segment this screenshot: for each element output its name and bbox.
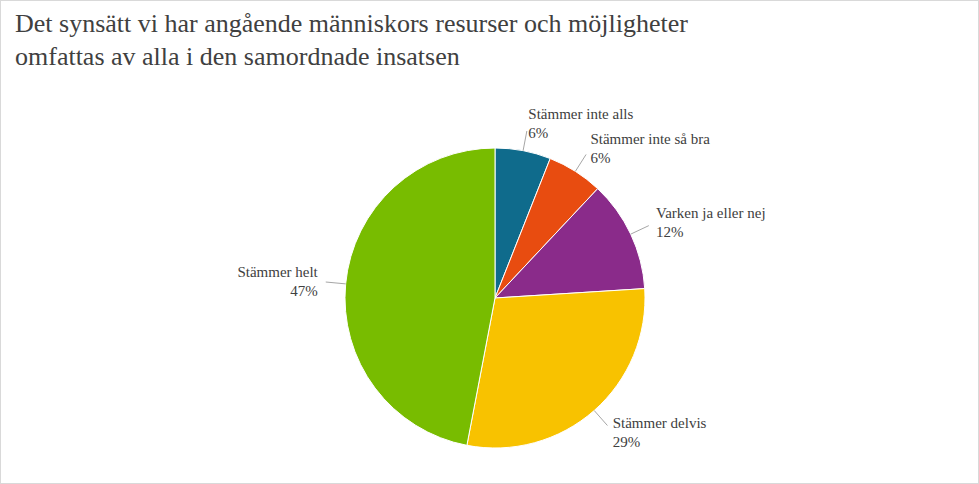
svg-text:Varken ja eller nej12%: Varken ja eller nej12% xyxy=(656,205,766,240)
html-text:Det synsätt vi har angående mä: Det synsätt vi har angående människors r… xyxy=(15,9,688,71)
svg-text:Stämmer delvis29%: Stämmer delvis29% xyxy=(613,415,707,450)
svg-text:Stämmer inte så bra6%: Stämmer inte så bra6% xyxy=(590,131,710,166)
svg-text:Stämmer helt47%: Stämmer helt47% xyxy=(237,264,318,299)
html-text:6%: 6% xyxy=(528,125,549,142)
html-text:Stämmer inte alls: Stämmer inte alls xyxy=(528,106,634,123)
